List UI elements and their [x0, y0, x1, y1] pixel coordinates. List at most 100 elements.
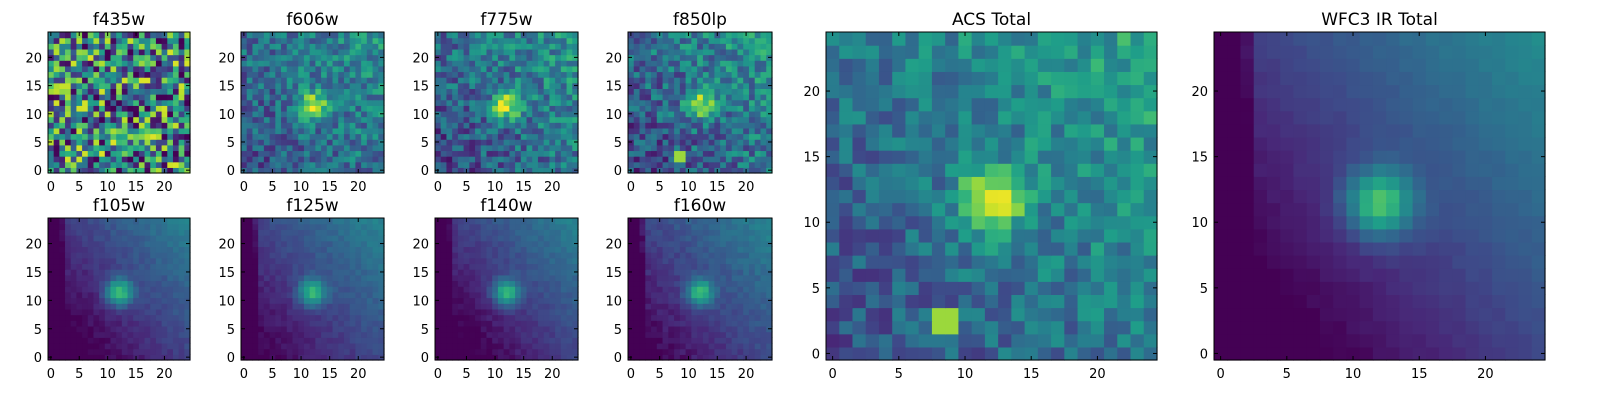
y-tick-label: 10 — [412, 108, 429, 123]
heatmap-cell — [526, 77, 533, 84]
heatmap-cell — [572, 133, 579, 140]
heatmap-cell — [480, 65, 488, 73]
heatmap-cell — [332, 263, 339, 270]
heatmap-cell — [167, 99, 174, 106]
heatmap-cell — [144, 263, 151, 270]
heatmap-cell — [520, 133, 528, 140]
heatmap-cell — [668, 133, 675, 140]
heatmap-cell — [309, 94, 316, 101]
heatmap-cell — [281, 252, 288, 259]
heatmap-cell — [87, 274, 95, 282]
heatmap-cell — [104, 257, 112, 265]
heatmap-cell — [645, 43, 652, 50]
heatmap-cell — [748, 32, 756, 39]
heatmap-cell — [144, 229, 151, 236]
heatmap-cell — [110, 269, 117, 276]
heatmap-cell — [725, 297, 733, 304]
heatmap-cell — [361, 246, 368, 253]
heatmap-cell — [566, 71, 573, 78]
heatmap-cell — [59, 240, 66, 247]
y-tick-label: 0 — [34, 351, 42, 366]
heatmap-cell — [246, 139, 254, 146]
heatmap-cell — [116, 167, 123, 174]
heatmap-cell — [309, 320, 316, 327]
heatmap-cell — [435, 122, 442, 129]
heatmap-cell — [572, 331, 579, 338]
heatmap-cell — [480, 110, 488, 118]
heatmap-cell — [378, 218, 385, 225]
heatmap-cell — [537, 229, 545, 236]
heatmap-cell — [685, 291, 692, 299]
heatmap-cell — [82, 240, 89, 247]
heatmap-cell — [263, 43, 271, 50]
heatmap-cell — [520, 286, 528, 293]
heatmap-cell — [99, 127, 106, 135]
heatmap-cell — [361, 82, 368, 89]
heatmap-cell — [144, 105, 151, 112]
heatmap-cell — [543, 223, 550, 230]
heatmap-cell — [65, 43, 72, 50]
heatmap-cell — [372, 105, 379, 112]
heatmap-cell — [326, 337, 334, 344]
heatmap-cell — [76, 274, 83, 282]
heatmap-cell — [155, 354, 163, 361]
heatmap-cell — [691, 37, 698, 44]
heatmap-cell — [475, 314, 482, 321]
heatmap-cell — [121, 280, 129, 287]
heatmap-cell — [281, 37, 288, 44]
heatmap-cell — [748, 280, 756, 287]
heatmap-cell — [651, 280, 658, 287]
heatmap-cell — [515, 354, 522, 361]
heatmap-cell — [503, 314, 510, 321]
heatmap-cell — [737, 105, 744, 112]
heatmap-cell — [679, 308, 687, 316]
heatmap-cell — [457, 127, 465, 135]
heatmap-cell — [492, 286, 499, 293]
heatmap-cell — [298, 82, 305, 89]
heatmap-cell — [754, 77, 762, 84]
heatmap-cell — [492, 82, 499, 89]
heatmap-cell — [526, 342, 533, 350]
heatmap-cell — [656, 99, 664, 106]
heatmap-cell — [286, 314, 294, 321]
heatmap-cell — [309, 144, 316, 152]
heatmap-cell — [469, 325, 476, 333]
heatmap-cell — [679, 320, 687, 327]
heatmap-cell — [338, 274, 345, 282]
heatmap-cell — [93, 110, 100, 118]
heatmap-cell — [121, 71, 129, 78]
heatmap-cell — [549, 127, 556, 135]
heatmap-cell — [725, 122, 733, 129]
heatmap-cell — [497, 337, 505, 344]
heatmap-cell — [662, 37, 669, 44]
heatmap-cell — [104, 246, 112, 253]
heatmap-cell — [497, 105, 505, 112]
heatmap-cell — [309, 82, 316, 89]
heatmap-cell — [440, 291, 448, 299]
heatmap-cell — [440, 274, 448, 282]
heatmap-cell — [150, 337, 157, 344]
heatmap-cell — [65, 342, 72, 350]
heatmap-cell — [138, 167, 146, 174]
heatmap-cell — [435, 280, 442, 287]
heatmap-cell — [116, 342, 123, 350]
heatmap-cell — [486, 150, 493, 157]
heatmap-cell — [645, 139, 652, 146]
heatmap-cell — [252, 105, 259, 112]
heatmap-cell — [463, 325, 470, 333]
heatmap-cell — [298, 161, 305, 168]
heatmap-cell — [87, 54, 95, 61]
heatmap-cell — [560, 110, 568, 118]
heatmap-cell — [537, 348, 545, 355]
heatmap-cell — [99, 99, 106, 106]
heatmap-cell — [298, 71, 305, 78]
heatmap-cell — [246, 144, 254, 152]
heatmap-cell — [754, 342, 762, 350]
heatmap-cell — [298, 246, 305, 253]
heatmap-cell — [127, 314, 134, 321]
heatmap-cell — [543, 82, 550, 89]
heatmap-cell — [486, 32, 493, 39]
heatmap-cell — [526, 32, 533, 39]
heatmap-cell — [150, 348, 157, 355]
